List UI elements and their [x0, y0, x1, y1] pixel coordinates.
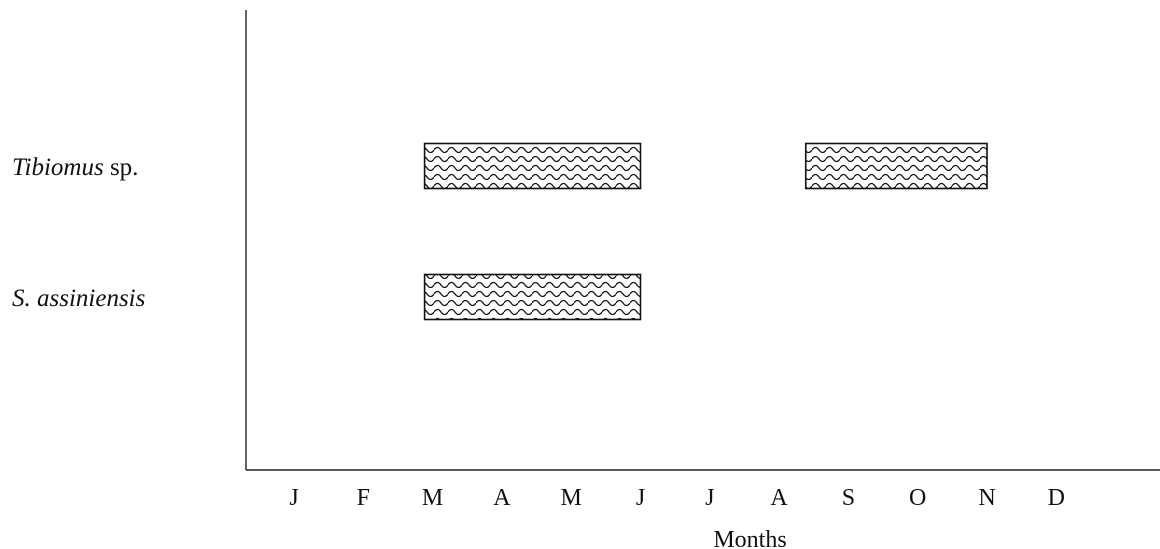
x-tick-label: A [493, 485, 511, 511]
activity-bar [804, 142, 988, 190]
category-labels: Tibiomus sp. S. assiniensis [12, 154, 145, 312]
x-tick-label: S [842, 485, 855, 511]
bars-group [423, 142, 988, 321]
activity-bar [423, 142, 642, 190]
x-tick-label: D [1048, 485, 1065, 511]
x-tick-label: J [705, 485, 714, 511]
activity-bar [423, 273, 642, 321]
category-label-italic: S. assiniensis [12, 285, 145, 312]
x-tick-label: F [357, 485, 370, 511]
category-label-rest: sp. [104, 154, 139, 181]
x-tick-label: A [770, 485, 788, 511]
x-tick-label: N [978, 485, 995, 511]
x-tick-label: O [909, 485, 926, 511]
x-axis-title: Months [713, 527, 786, 549]
x-tick-label: J [289, 485, 298, 511]
x-tick-label: M [422, 485, 443, 511]
category-label: S. assiniensis [12, 285, 145, 312]
x-tick-label: M [561, 485, 582, 511]
x-tick-label: J [636, 485, 645, 511]
category-label: Tibiomus sp. [12, 154, 138, 181]
category-label-italic: Tibiomus [12, 154, 104, 181]
